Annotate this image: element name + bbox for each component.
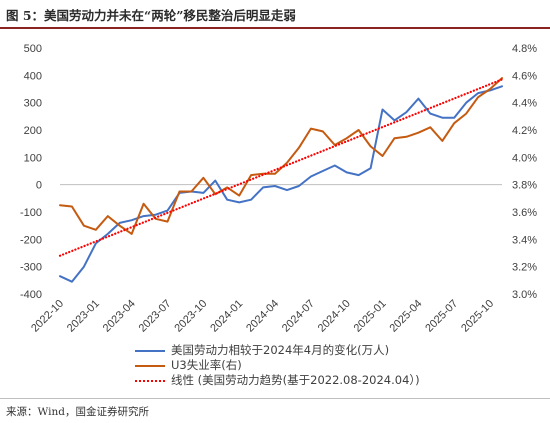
right-axis-tick-label: 3.8%: [512, 180, 537, 192]
x-axis-tick-label: 2025-01: [352, 298, 389, 335]
left-axis-tick-label: -100: [20, 207, 42, 219]
title-rule: [0, 27, 550, 29]
series-line-0: [59, 85, 503, 283]
legend-label-labor: 美国劳动力相较于2024年4月的变化(万人): [171, 343, 390, 357]
x-axis-tick-label: 2025-10: [459, 298, 496, 335]
legend-swatch-orange: [135, 364, 165, 367]
chart-plot: 500 400 300 200 100 0 -100 -200 -300 -400 4.8% 4.6%…: [20, 43, 537, 335]
title-bar: 图 5：美国劳动力并未在“两轮”移民整治后明显走弱: [0, 0, 550, 29]
left-axis-tick-label: 500: [24, 43, 42, 55]
left-axis-tick-label: 400: [24, 70, 42, 82]
left-axis-tick-label: -300: [20, 262, 42, 274]
left-axis-tick-label: 200: [24, 125, 42, 137]
x-axis-tick-label: 2022-10: [29, 298, 66, 335]
right-axis-tick-label: 4.8%: [512, 43, 537, 55]
left-axis-tick-label: -400: [20, 289, 42, 301]
legend: 美国劳动力相较于2024年4月的变化(万人) U3失业率(右) 线性 (美国劳动…: [135, 343, 420, 388]
left-axis-tick-label: 100: [24, 152, 42, 164]
right-axis-tick-label: 3.0%: [512, 289, 537, 301]
x-axis-tick-label: 2024-10: [316, 298, 353, 335]
series-line-1: [59, 77, 503, 235]
series-line-2: [58, 78, 504, 257]
x-axis-tick-label: 2023-04: [101, 298, 138, 335]
legend-label-trend: 线性 (美国劳动力趋势(基于2022.08-2024.04）): [171, 373, 420, 387]
legend-label-unemployment: U3失业率(右): [171, 358, 242, 372]
right-axis-tick-label: 4.6%: [512, 70, 537, 82]
legend-item-trend: 线性 (美国劳动力趋势(基于2022.08-2024.04）): [135, 373, 420, 388]
right-axis-tick-label: 3.4%: [512, 234, 537, 246]
left-axis-tick-label: 300: [24, 98, 42, 110]
left-axis-tick-label: 0: [36, 180, 42, 192]
legend-swatch-blue: [135, 349, 165, 352]
x-axis-tick-label: 2025-07: [423, 298, 460, 335]
left-axis-tick-label: -200: [20, 234, 42, 246]
legend-item-labor: 美国劳动力相较于2024年4月的变化(万人): [135, 343, 420, 358]
right-axis-tick-label: 3.2%: [512, 262, 537, 274]
legend-item-unemployment: U3失业率(右): [135, 358, 420, 373]
chart-title: 图 5：美国劳动力并未在“两轮”移民整治后明显走弱: [6, 8, 296, 23]
legend-swatch-red: [135, 379, 165, 382]
x-axis-tick-label: 2023-07: [137, 298, 174, 335]
right-axis-tick-label: 3.6%: [512, 207, 537, 219]
x-axis-tick-label: 2023-10: [172, 298, 209, 335]
x-axis-tick-label: 2025-04: [387, 298, 424, 335]
x-axis-tick-label: 2024-04: [244, 298, 281, 335]
right-axis-tick-label: 4.4%: [512, 98, 537, 110]
x-axis-tick-label: 2024-01: [208, 298, 245, 335]
right-axis-tick-label: 4.2%: [512, 125, 537, 137]
footer-rule: [0, 398, 550, 399]
source-note: 来源：Wind，国金证券研究所: [6, 406, 149, 418]
right-axis-tick-label: 4.0%: [512, 152, 537, 164]
x-axis-tick-label: 2023-01: [65, 298, 102, 335]
x-axis-tick-label: 2024-07: [280, 298, 317, 335]
